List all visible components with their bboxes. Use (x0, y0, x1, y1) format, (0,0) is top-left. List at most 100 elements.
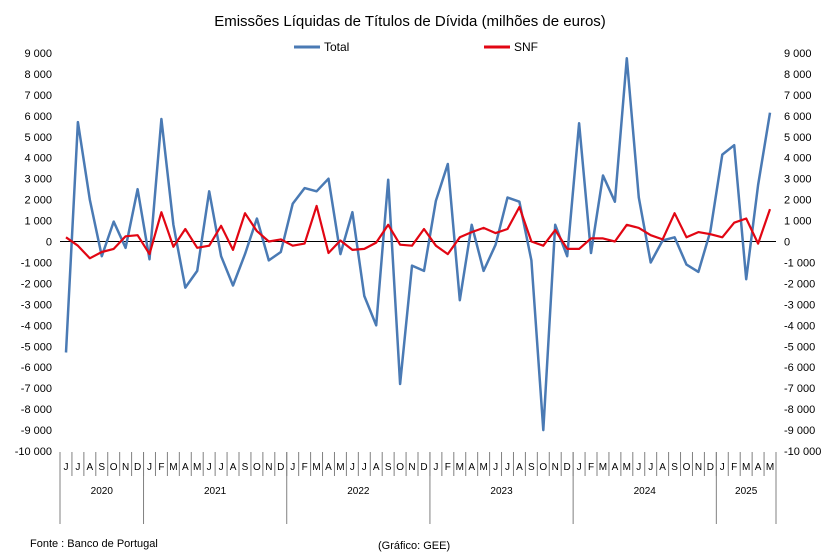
x-tick-month: A (516, 462, 523, 473)
x-tick-month: J (648, 462, 653, 473)
x-tick-month: J (720, 462, 725, 473)
x-tick-month: M (193, 462, 201, 473)
x-tick-month: M (623, 462, 631, 473)
y-tick-right: 1 000 (784, 216, 812, 228)
x-tick-month: S (385, 462, 392, 473)
x-tick-month: J (433, 462, 438, 473)
y-tick-right: 0 (784, 237, 790, 249)
x-tick-month: F (445, 462, 451, 473)
y-tick-right: -2 000 (784, 278, 815, 290)
series-layer (64, 56, 772, 432)
y-tick-left: 5 000 (24, 132, 52, 144)
x-year-label: 2022 (347, 486, 370, 497)
y-tick-right: -3 000 (784, 299, 815, 311)
y-tick-right: -4 000 (784, 320, 815, 332)
x-tick-month: A (373, 462, 380, 473)
x-tick-month: O (396, 462, 404, 473)
x-tick-month: A (659, 462, 666, 473)
y-tick-right: 3 000 (784, 174, 812, 186)
x-tick-month: S (671, 462, 678, 473)
x-tick-month: A (182, 462, 189, 473)
chart-title: Emissões Líquidas de Títulos de Dívida (… (214, 13, 606, 30)
y-tick-right: -8 000 (784, 404, 815, 416)
x-year-label: 2023 (490, 486, 513, 497)
x-tick-month: A (612, 462, 619, 473)
y-tick-left: 3 000 (24, 174, 52, 186)
x-tick-month: S (528, 462, 535, 473)
x-year-label: 2020 (91, 486, 114, 497)
y-tick-right: 9 000 (784, 48, 812, 60)
x-tick-month: J (63, 462, 68, 473)
x-tick-month: M (479, 462, 487, 473)
x-tick-month: M (312, 462, 320, 473)
x-tick-month: F (302, 462, 308, 473)
x-tick-month: F (158, 462, 164, 473)
x-tick-month: N (552, 462, 559, 473)
x-tick-month: J (147, 462, 152, 473)
x-tick-month: M (766, 462, 774, 473)
x-year-label: 2024 (634, 486, 657, 497)
x-tick-month: J (636, 462, 641, 473)
x-tick-month: A (468, 462, 475, 473)
y-tick-right: 7 000 (784, 90, 812, 102)
series-line-snf (65, 204, 772, 260)
y-tick-left: -8 000 (21, 404, 52, 416)
x-tick-month: M (336, 462, 344, 473)
x-tick-month: J (577, 462, 582, 473)
x-tick-month: D (134, 462, 141, 473)
y-tick-left: -1 000 (21, 257, 52, 269)
y-tick-left: 0 (46, 237, 52, 249)
x-tick-month: M (456, 462, 464, 473)
y-tick-right: -6 000 (784, 362, 815, 374)
x-year-label: 2021 (204, 486, 227, 497)
y-tick-left: -5 000 (21, 341, 52, 353)
legend-total-label: Total (324, 40, 349, 54)
source-note: Fonte : Banco de Portugal (30, 538, 158, 550)
y-tick-right: 8 000 (784, 69, 812, 81)
y-tick-right: 2 000 (784, 195, 812, 207)
x-tick-month: N (265, 462, 272, 473)
x-tick-month: O (683, 462, 691, 473)
y-tick-left: -10 000 (15, 446, 52, 458)
x-tick-month: N (408, 462, 415, 473)
x-tick-month: N (695, 462, 702, 473)
y-tick-right: -1 000 (784, 257, 815, 269)
x-tick-month: M (169, 462, 177, 473)
y-tick-left: -2 000 (21, 278, 52, 290)
y-tick-left: 2 000 (24, 195, 52, 207)
x-tick-month: F (731, 462, 737, 473)
y-tick-right: -10 000 (784, 446, 821, 458)
y-tick-right: -5 000 (784, 341, 815, 353)
x-tick-month: D (707, 462, 714, 473)
legend: Total SNF (294, 40, 538, 54)
x-tick-month: O (253, 462, 261, 473)
x-tick-month: D (564, 462, 571, 473)
x-tick-month: J (290, 462, 295, 473)
x-year-label: 2025 (735, 486, 758, 497)
x-tick-month: J (219, 462, 224, 473)
y-tick-left: 4 000 (24, 153, 52, 165)
x-tick-month: J (75, 462, 80, 473)
y-tick-right: 6 000 (784, 111, 812, 123)
y-tick-right: 4 000 (784, 153, 812, 165)
x-tick-month: O (539, 462, 547, 473)
x-tick-month: J (505, 462, 510, 473)
x-tick-month: O (110, 462, 118, 473)
x-tick-month: A (325, 462, 332, 473)
x-tick-month: F (588, 462, 594, 473)
x-tick-month: J (362, 462, 367, 473)
y-tick-right: 5 000 (784, 132, 812, 144)
legend-snf-label: SNF (514, 40, 538, 54)
y-tick-left: 1 000 (24, 216, 52, 228)
y-tick-right: -7 000 (784, 383, 815, 395)
credit-note: (Gráfico: GEE) (378, 540, 450, 552)
x-tick-month: J (207, 462, 212, 473)
y-tick-left: 7 000 (24, 90, 52, 102)
axes: 9 000 9 000 8 000 8 000 7 000 7 000 6 000 6 000… (15, 48, 822, 458)
x-tick-month: J (493, 462, 498, 473)
x-tick-month: D (420, 462, 427, 473)
x-tick-month: M (599, 462, 607, 473)
x-tick-month: A (230, 462, 237, 473)
